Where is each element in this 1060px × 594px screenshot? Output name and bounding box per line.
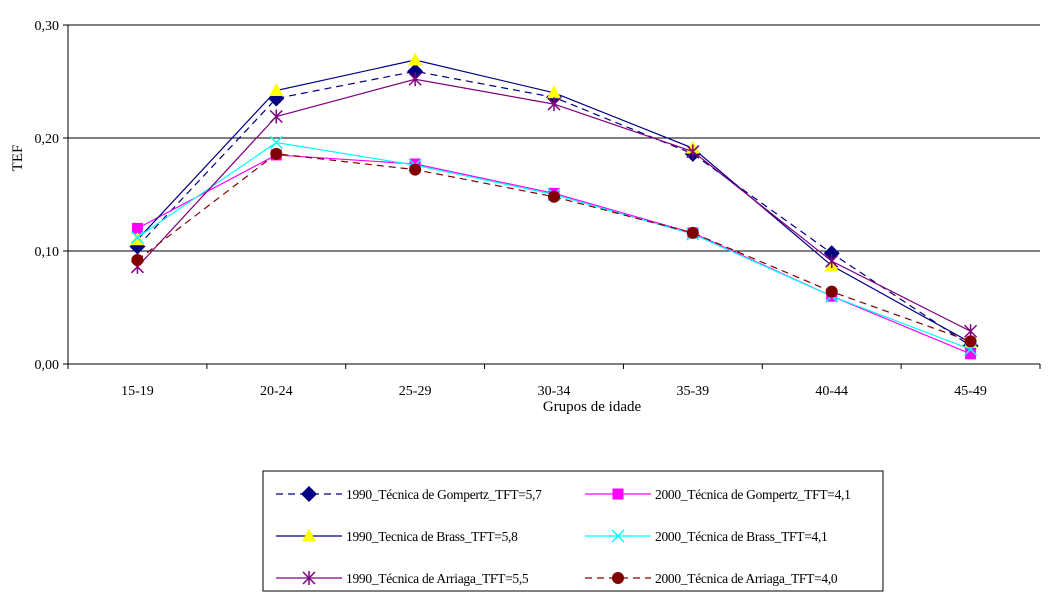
series-6 bbox=[131, 147, 977, 348]
x-axis-title: Grupos de idade bbox=[543, 399, 642, 415]
legend-marker bbox=[301, 486, 317, 502]
series-line bbox=[137, 153, 971, 342]
series-line bbox=[137, 154, 971, 355]
data-point bbox=[270, 147, 283, 160]
data-point bbox=[965, 348, 977, 360]
x-tick-label: 25-29 bbox=[399, 384, 432, 399]
legend-label: 1990_Técnica de Gompertz_TFT=5,7 bbox=[346, 487, 542, 502]
axes bbox=[63, 24, 1041, 369]
legend-marker bbox=[302, 528, 316, 542]
y-tick-label: 0,00 bbox=[35, 358, 60, 373]
x-tick-label: 30-34 bbox=[538, 384, 571, 399]
legend-marker bbox=[302, 571, 316, 585]
legend-label: 2000_Técnica de Brass_TFT=4,1 bbox=[655, 529, 828, 544]
series-group bbox=[129, 52, 979, 360]
legend-label: 1990_Tecnica de Brass_TFT=5,8 bbox=[346, 529, 518, 544]
legend-label: 2000_Técnica de Gompertz_TFT=4,1 bbox=[655, 487, 851, 502]
data-point bbox=[131, 254, 144, 267]
legend-box bbox=[262, 470, 884, 592]
data-point bbox=[825, 285, 838, 298]
data-point bbox=[408, 52, 423, 66]
legend-label: 2000_Técnica de Arriaga_TFT=4,0 bbox=[655, 571, 838, 586]
data-point bbox=[269, 109, 283, 124]
data-point bbox=[825, 254, 839, 269]
x-tick-label: 40-44 bbox=[815, 384, 848, 399]
legend-item-3: 1990_Tecnica de Brass_TFT=5,8 bbox=[276, 528, 518, 544]
x-tick-label: 45-49 bbox=[954, 384, 987, 399]
data-point bbox=[131, 222, 143, 234]
y-axis-title: TEF bbox=[10, 145, 26, 172]
legend-item-4: 2000_Técnica de Brass_TFT=4,1 bbox=[585, 529, 828, 544]
data-point bbox=[409, 163, 422, 176]
series-line bbox=[136, 70, 971, 347]
x-tick-label: 20-24 bbox=[260, 384, 293, 399]
data-point bbox=[686, 226, 699, 239]
legend-marker bbox=[612, 572, 624, 584]
legend-item-1: 1990_Técnica de Gompertz_TFT=5,7 bbox=[276, 486, 542, 502]
data-point bbox=[964, 335, 977, 348]
data-point bbox=[823, 245, 840, 262]
x-tick-label: 35-39 bbox=[677, 384, 710, 399]
y-tick-label: 0,20 bbox=[35, 132, 60, 147]
data-point bbox=[547, 97, 561, 112]
legend-marker bbox=[611, 529, 625, 543]
data-point bbox=[269, 135, 283, 150]
legend-item-5: 1990_Técnica de Arriaga_TFT=5,5 bbox=[276, 571, 529, 586]
series-line bbox=[136, 78, 971, 332]
data-point bbox=[686, 144, 700, 159]
data-point bbox=[548, 190, 560, 203]
legend-label: 1990_Técnica de Arriaga_TFT=5,5 bbox=[346, 571, 529, 586]
series-4 bbox=[130, 135, 978, 356]
gridlines bbox=[68, 24, 1040, 252]
legend-item-2: 2000_Técnica de Gompertz_TFT=4,1 bbox=[585, 487, 851, 502]
y-tick-label: 0,30 bbox=[35, 19, 60, 34]
series-2 bbox=[131, 149, 977, 360]
y-tick-label: 0,10 bbox=[35, 245, 60, 260]
data-point bbox=[130, 230, 144, 244]
series-line bbox=[137, 141, 971, 350]
legend-item-6: 2000_Técnica de Arriaga_TFT=4,0 bbox=[585, 571, 838, 586]
data-point bbox=[408, 72, 422, 87]
data-point bbox=[269, 83, 284, 97]
data-point bbox=[547, 85, 561, 99]
tick-labels: 0,00 0,10 0,20 0,30 15-19 20-24 25-29 30-34 35-3… bbox=[35, 19, 987, 399]
x-tick-label: 15-19 bbox=[121, 384, 154, 399]
legend: 1990_Técnica de Gompertz_TFT=5,7 2000_Téc… bbox=[262, 470, 884, 592]
legend-marker bbox=[612, 488, 624, 500]
